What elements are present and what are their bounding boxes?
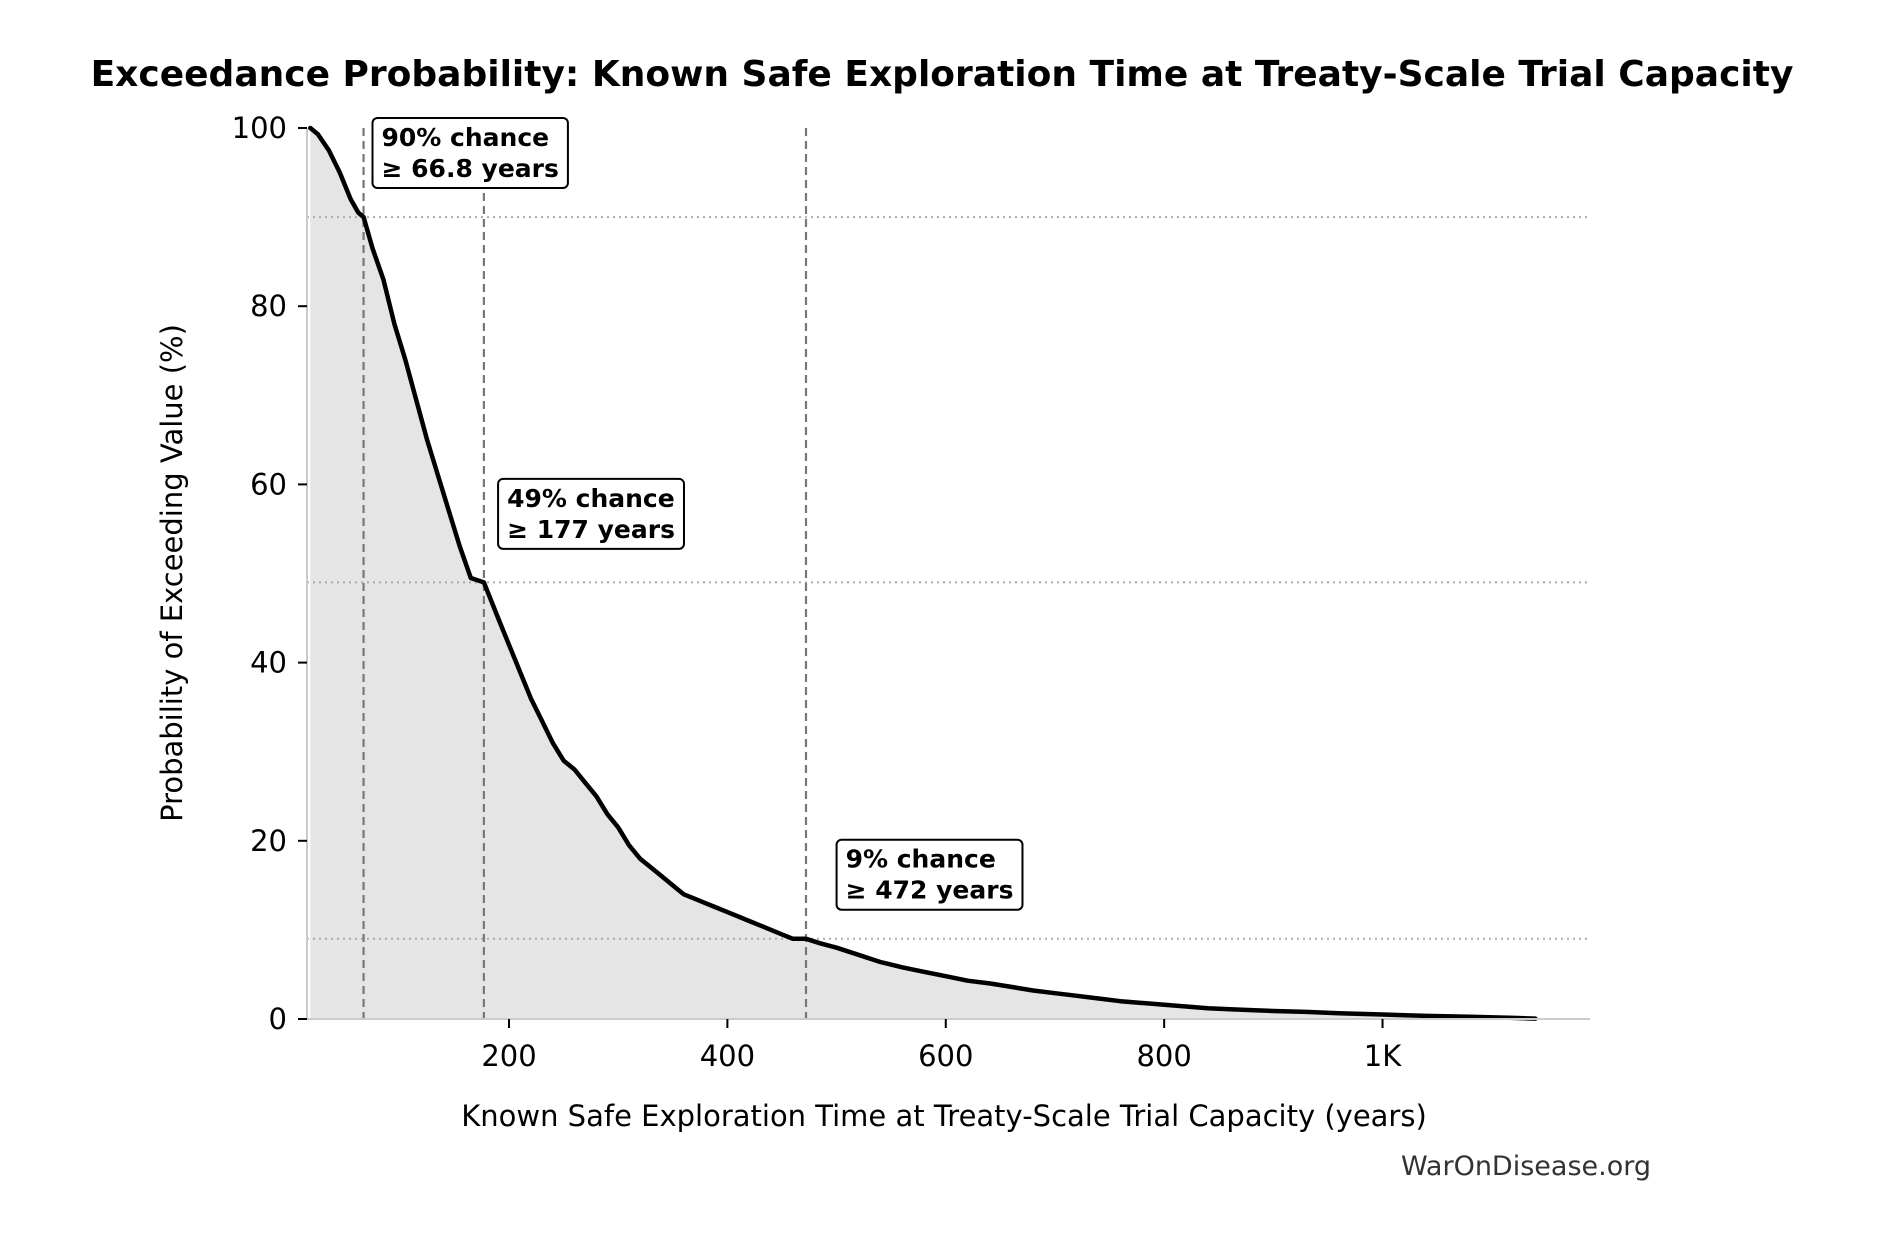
annotation-line-2: ≥ 472 years — [846, 876, 1014, 905]
annotation-1: 90% chance≥ 66.8 years — [371, 117, 569, 189]
annotation-line-1: 9% chance — [846, 845, 996, 874]
annotation-box — [497, 477, 685, 550]
exceedance-curve — [308, 125, 1538, 1021]
annotation-box — [835, 838, 1024, 911]
x-tick-label: 600 — [918, 1039, 973, 1073]
annotation-line-1: 90% chance — [382, 123, 550, 152]
y-tick-label: 40 — [250, 646, 287, 680]
annotation-line-2: ≥ 66.8 years — [382, 154, 559, 183]
y-tick-label: 80 — [250, 289, 287, 323]
x-tick-label: 400 — [700, 1039, 755, 1073]
y-tick-label: 60 — [250, 467, 287, 501]
y-axis: 0 20 40 60 80 100 — [232, 111, 308, 1036]
x-tick-label: 800 — [1136, 1039, 1191, 1073]
x-axis: 200 400 600 800 1K — [307, 1018, 1590, 1073]
annotation-line-2: ≥ 177 years — [507, 515, 675, 544]
y-tick-label: 20 — [250, 824, 287, 858]
annotation-3: 9% chance≥ 472 years — [835, 838, 1024, 911]
y-tick-label: 0 — [269, 1002, 287, 1036]
y-axis-label: Probability of Exceeding Value (%) — [155, 324, 189, 822]
annotation-2: 49% chance≥ 177 years — [497, 477, 685, 550]
source-credit: WarOnDisease.org — [1401, 1151, 1651, 1182]
annotation-box — [371, 117, 569, 189]
annotation-line-1: 49% chance — [507, 484, 675, 513]
x-tick-label: 200 — [481, 1039, 536, 1073]
x-tick-label: 1K — [1364, 1039, 1402, 1073]
annotations: 90% chance≥ 66.8 years 49% chance≥ 177 ye… — [371, 117, 1024, 911]
x-axis-label: Known Safe Exploration Time at Treaty-Sc… — [461, 1099, 1427, 1133]
exceedance-area — [310, 128, 1536, 1019]
y-tick-label: 100 — [232, 111, 287, 145]
chart-title: Exceedance Probability: Known Safe Explo… — [91, 54, 1794, 95]
plot-area — [307, 125, 1590, 1021]
